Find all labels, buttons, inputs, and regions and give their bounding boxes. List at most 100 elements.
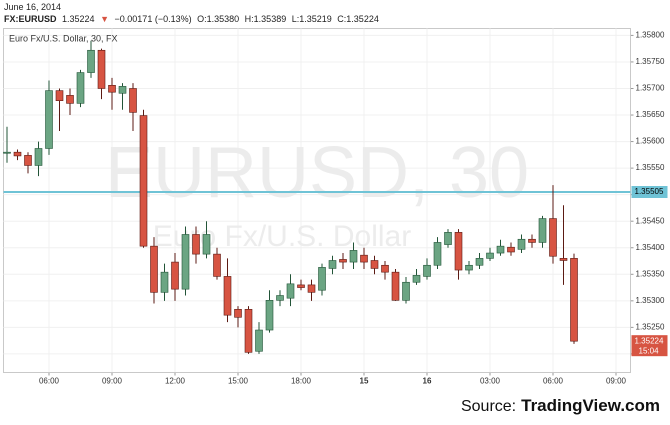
candle-body [286,283,295,299]
candle-body [528,238,536,243]
candle-body [549,218,557,257]
candle-body [202,234,211,255]
y-tick-label: 1.35350 [636,269,665,278]
candle-body [129,88,137,113]
candle-body [244,309,253,353]
candle-body [475,258,484,266]
price-line-label: 1.35505 [635,187,664,196]
candle-body [265,300,274,331]
candle-body [370,260,379,269]
candle-body [276,295,284,301]
x-tick-label: 12:00 [165,377,186,386]
candle-body [391,271,400,301]
x-tick-label: 15:00 [228,377,249,386]
candle-body [517,238,526,250]
candle-body [3,151,11,154]
candle-body [402,281,410,301]
candle-body [496,245,505,254]
candle-body [139,115,148,247]
candle-body [66,95,74,104]
candle-body [45,90,53,149]
candle-body [255,329,263,352]
last-price-time: 15:04 [639,346,660,355]
x-tick-label: 16 [423,377,432,386]
candle-body [486,252,494,259]
x-tick-label: 18:00 [291,377,312,386]
y-tick-label: 1.35400 [636,243,665,252]
last-price-label: 1.35224 [635,336,664,345]
candle-body [570,258,578,342]
plot-frame [3,28,631,373]
x-tick-label: 09:00 [102,377,123,386]
source: Source: TradingView.com [461,396,660,416]
candle-body [538,218,547,243]
candle-body [444,232,452,245]
x-tick-label: 06:00 [543,377,564,386]
chart: EURUSD, 30 Euro Fx/U.S. Dollar Euro Fx/U… [3,28,668,386]
candle-body [213,253,221,277]
last-price-badge [631,335,668,357]
candle-body [181,234,190,290]
y-tick-label: 1.35800 [636,31,665,40]
symbol: FX:EURUSD [4,14,57,24]
candle-body [360,254,368,263]
candle-body [559,258,568,261]
open: O:1.35380 [197,14,240,24]
candle-body [108,85,116,93]
change: −0.00171 (−0.13%) [114,14,192,24]
candle-body [318,267,326,291]
low: L:1.35219 [291,14,332,24]
candle-body [339,259,347,263]
candle-body [76,72,85,104]
candle-body [507,246,515,253]
watermark-sub: Euro Fx/U.S. Dollar [153,220,411,253]
price-line-badge [631,186,668,199]
candle-body [381,264,389,273]
chart-title: Euro Fx/U.S. Dollar, 30, FX [9,33,118,43]
candle-body [234,309,242,318]
candle-body [223,276,232,316]
candle-body [297,284,305,288]
watermark: EURUSD, 30 [105,133,529,213]
candle-body [24,155,32,166]
source-prefix: Source: [460,398,517,415]
x-tick-label: 09:00 [606,377,627,386]
candle-body [433,242,442,266]
quote-line: FX:EURUSD 1.35224 ▼ −0.00171 (−0.13%) O:… [4,14,382,24]
high: H:1.35389 [244,14,287,24]
candle-body [118,86,127,94]
last-price: 1.35224 [62,14,95,24]
candle-body [34,148,43,166]
candle-body [307,284,316,293]
candle-body [87,49,95,73]
date: June 16, 2014 [4,2,62,12]
y-tick-label: 1.35650 [636,110,665,119]
candle-body [160,271,169,293]
close: C:1.35224 [337,14,379,24]
candle-body [454,232,463,271]
y-tick-label: 1.35750 [636,57,665,66]
candle-body [465,264,473,271]
candle-body [55,90,64,101]
y-tick-label: 1.35450 [636,216,665,225]
candle-body [97,49,106,89]
candle-body [171,261,179,290]
y-tick-label: 1.35250 [636,322,665,331]
y-tick-label: 1.35550 [636,163,665,172]
candle-body [192,234,200,255]
candle-body [412,275,421,283]
candle-body [349,250,358,263]
candle-body [13,151,22,157]
arrow: ▼ [100,14,110,24]
candle-body [150,245,158,293]
x-tick-label: 03:00 [480,377,501,386]
x-tick-label: 15 [360,377,369,386]
y-tick-label: 1.35600 [636,137,665,146]
y-tick-label: 1.35300 [636,296,665,305]
source-brand: TradingView.com [521,396,660,415]
y-tick-label: 1.35700 [636,84,665,93]
candle-body [423,264,431,277]
x-tick-label: 06:00 [39,377,60,386]
candle-body [328,260,337,269]
